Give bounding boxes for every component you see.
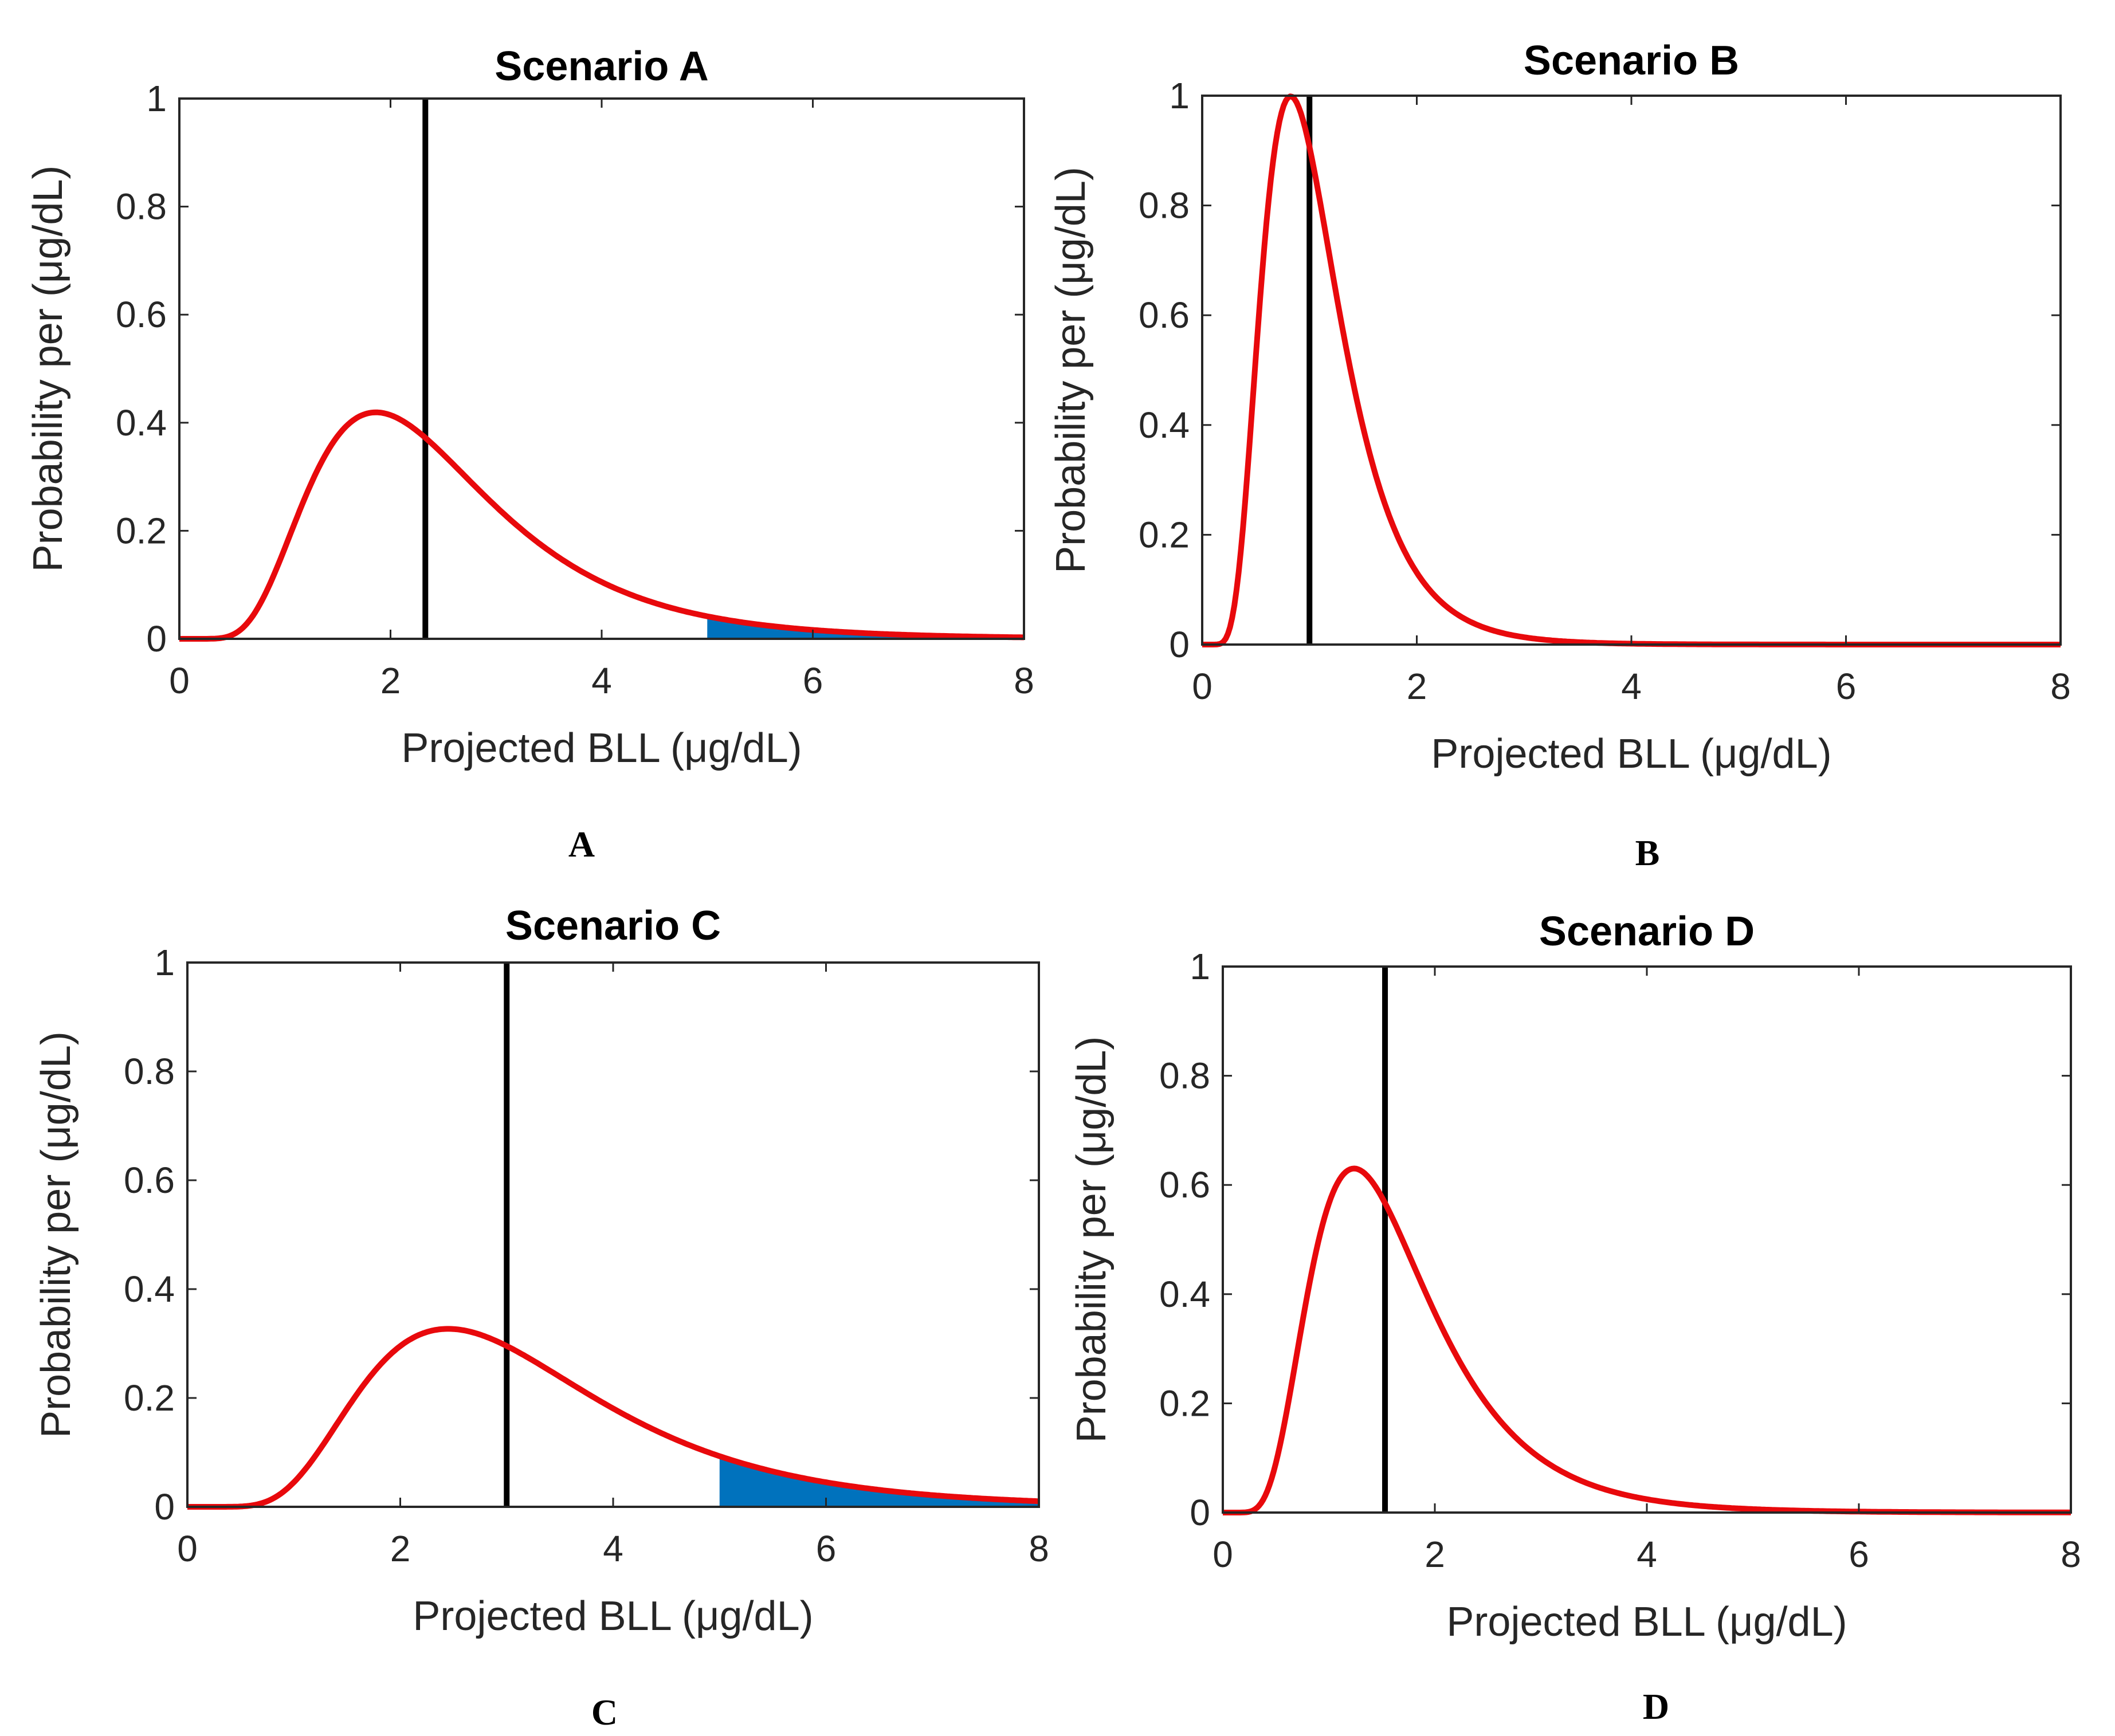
y-axis-label: Probability per (μg/dL)	[25, 166, 71, 572]
x-axis-label: Projected BLL (μg/dL)	[413, 1593, 813, 1639]
panel-letter: D	[1643, 1686, 1669, 1727]
chart-panel-2: Scenario B 0 2 4 6 8 0 0.2 0.4 0.6 0.8 1 Projected B…	[1048, 38, 2071, 873]
x-tick-label: 8	[1014, 660, 1034, 701]
chart-title: Scenario A	[495, 44, 708, 89]
x-tick-label: 0	[1192, 666, 1213, 707]
x-tick-label: 6	[1849, 1534, 1869, 1575]
x-tick-label: 8	[2061, 1534, 2081, 1575]
y-axis-label: Probability per (μg/dL)	[33, 1031, 79, 1438]
x-tick-label: 4	[1621, 666, 1642, 707]
x-tick-label: 8	[2050, 666, 2071, 707]
y-axis-label: Probability per (μg/dL)	[1069, 1036, 1115, 1443]
axes-box	[178, 97, 1025, 640]
y-tick-label: 0.2	[124, 1377, 175, 1419]
y-tick-label: 1	[154, 942, 175, 983]
y-axis-label: Probability per (μg/dL)	[1048, 167, 1094, 574]
panel-letter: C	[591, 1692, 618, 1733]
density-curve	[178, 409, 1025, 642]
y-tick-label: 0.8	[1159, 1055, 1210, 1097]
y-tick-label: 0.6	[1139, 294, 1190, 336]
x-tick-label: 6	[1836, 666, 1857, 707]
chart-title: Scenario B	[1524, 38, 1739, 84]
x-tick-label: 4	[1637, 1534, 1657, 1575]
chart-title: Scenario C	[505, 903, 721, 949]
y-tick-label: 0.4	[1159, 1274, 1210, 1315]
density-curve	[186, 1326, 1040, 1510]
x-tick-label: 6	[816, 1528, 837, 1569]
x-axis-label: Projected BLL (μg/dL)	[1431, 731, 1831, 777]
y-tick-label: 0.4	[124, 1268, 175, 1310]
x-tick-label: 2	[380, 660, 401, 701]
y-tick-label: 1	[1190, 946, 1210, 987]
y-tick-label: 0.2	[1139, 514, 1190, 555]
chart-title: Scenario D	[1539, 909, 1755, 955]
y-tick-label: 0.2	[1159, 1382, 1210, 1424]
y-tick-label: 0	[146, 618, 167, 659]
y-tick-label: 0.4	[116, 402, 167, 443]
density-curve	[1201, 93, 2062, 647]
y-tick-label: 0.6	[124, 1160, 175, 1201]
x-tick-label: 4	[591, 660, 612, 701]
y-tick-label: 0.8	[1139, 185, 1190, 226]
y-tick-label: 0.4	[1139, 404, 1190, 446]
y-tick-label: 0	[1169, 624, 1190, 665]
x-axis-label: Projected BLL (μg/dL)	[401, 725, 802, 771]
y-tick-label: 1	[1169, 75, 1190, 116]
shaded-tail-area	[719, 1456, 1039, 1507]
x-axis-label: Projected BLL (μg/dL)	[1446, 1599, 1847, 1645]
x-tick-label: 2	[390, 1528, 411, 1569]
x-tick-label: 0	[1213, 1534, 1233, 1575]
y-tick-label: 0.8	[124, 1051, 175, 1092]
y-tick-label: 0.6	[1159, 1164, 1210, 1205]
chart-panel-3: Scenario C 0 2 4 6 8 0 0.2 0.4 0.6 0.8 1 Projected B…	[33, 903, 1049, 1733]
y-tick-label: 0	[154, 1486, 175, 1527]
x-tick-label: 6	[803, 660, 823, 701]
chart-panel-4: Scenario D 0 2 4 6 8 0 0.2 0.4 0.6 0.8 1 Projected B…	[1069, 909, 2081, 1727]
shaded-tail-area	[707, 616, 1024, 639]
x-tick-label: 0	[169, 660, 190, 701]
axes-box	[1201, 95, 2062, 646]
y-tick-label: 0.6	[116, 294, 167, 335]
y-tick-label: 0	[1190, 1492, 1210, 1533]
chart-panel-1: Scenario A 0 2 4 6 8 0 0.2 0.4 0.6 0.8 1 Projected B…	[25, 44, 1034, 865]
y-tick-label: 0.8	[116, 186, 167, 227]
x-tick-label: 0	[177, 1528, 198, 1569]
x-tick-label: 4	[603, 1528, 623, 1569]
y-tick-label: 0.2	[116, 510, 167, 551]
panel-letter: B	[1635, 832, 1660, 873]
x-tick-label: 2	[1425, 1534, 1445, 1575]
panel-letter: A	[568, 824, 595, 865]
y-tick-label: 1	[146, 78, 167, 119]
x-tick-label: 2	[1407, 666, 1427, 707]
density-curve	[1222, 1165, 2072, 1515]
axes-box	[186, 961, 1040, 1508]
axes-box	[1222, 965, 2072, 1514]
x-tick-label: 8	[1029, 1528, 1049, 1569]
